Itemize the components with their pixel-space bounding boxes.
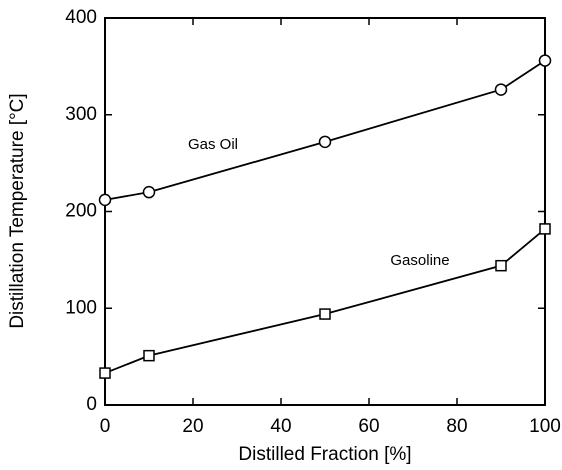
y-tick-label: 0 <box>86 394 97 415</box>
point <box>98 193 112 207</box>
series-label: Gasoline <box>390 252 449 269</box>
point <box>318 135 332 149</box>
series-label: Gas Oil <box>188 136 238 153</box>
x-tick-label: 20 <box>182 416 203 437</box>
point <box>143 349 155 362</box>
point <box>539 223 551 235</box>
y-tick-label: 100 <box>65 297 97 318</box>
point <box>495 259 507 272</box>
y-tick-label: 200 <box>65 201 97 222</box>
x-tick-label: 60 <box>358 416 379 437</box>
point <box>494 83 508 96</box>
y-tick-label: 300 <box>65 104 97 125</box>
x-axis-label: Distilled Fraction [%] <box>238 444 411 465</box>
x-tick-label: 80 <box>446 416 467 437</box>
x-tick-label: 0 <box>100 416 111 437</box>
y-tick-label: 400 <box>65 7 97 28</box>
x-tick-label: 40 <box>270 416 291 437</box>
point <box>319 308 331 320</box>
series-line <box>104 228 546 374</box>
plot-frame <box>104 17 546 406</box>
point <box>538 54 552 67</box>
point <box>99 367 111 379</box>
series-line <box>104 59 546 201</box>
point <box>142 185 156 199</box>
y-axis-label: Distillation Temperature [°C] <box>7 93 28 328</box>
x-tick-label: 100 <box>529 416 561 437</box>
